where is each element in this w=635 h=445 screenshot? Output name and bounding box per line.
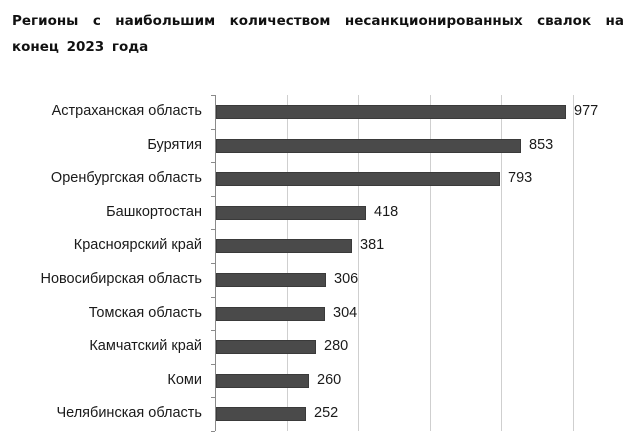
gridline-600 [430,95,431,431]
bar [216,306,325,321]
bar-row: Астраханская область 977 [0,95,635,129]
bar [216,239,352,254]
axis-tick [211,229,215,231]
bar-row: Томская область 304 [0,297,635,331]
category-label: Томская область [88,304,202,321]
chart-title: Регионы с наибольшим количеством несанкц… [12,13,624,55]
gridline-1000 [573,95,574,431]
category-label: Оренбургская область [50,170,202,187]
category-axis [215,95,216,431]
category-label: Коми [167,371,202,388]
bar [216,138,521,153]
bar [216,205,366,220]
bar [216,172,500,187]
value-label: 977 [574,103,599,119]
value-label: 418 [374,203,399,220]
bar [216,273,326,287]
axis-tick [211,128,215,130]
bar [216,373,309,388]
value-label: 260 [317,371,342,388]
axis-tick [211,330,215,332]
bar-row: Оренбургская область 793 [0,162,635,196]
category-label: Новосибирская область [40,271,202,287]
bar-row: Коми 260 [0,364,635,398]
gridline-200 [287,95,288,431]
axis-tick [211,296,215,298]
bar [216,340,316,355]
axis-tick [211,397,215,399]
category-label: Астраханская область [51,103,202,119]
axis-tick [211,95,215,96]
bar [216,407,306,422]
gridline-800 [501,95,502,431]
bar-row: Башкортостан 418 [0,196,635,230]
category-label: Башкортостан [106,203,202,220]
bar-row: Новосибирская область 306 [0,263,635,297]
axis-tick [211,162,215,164]
gridline-400 [358,95,359,431]
value-label: 252 [314,405,339,422]
category-label: Бурятия [147,136,202,153]
bar-row: Камчатский край 280 [0,330,635,364]
axis-tick [211,195,215,197]
category-label: Камчатский край [89,338,202,355]
value-label: 381 [360,237,385,254]
category-label: Красноярский край [73,237,202,254]
bar-row: Челябинская область 252 [0,397,635,431]
value-label: 306 [334,271,359,287]
category-label: Челябинская область [56,405,202,422]
axis-tick [211,263,215,264]
bar-row: Красноярский край 381 [0,229,635,263]
value-label: 304 [333,304,358,321]
value-label: 793 [508,170,533,187]
bar-row: Бурятия 853 [0,129,635,163]
value-label: 853 [529,136,554,153]
axis-tick [211,431,215,432]
value-label: 280 [324,338,349,355]
bar [216,105,566,119]
axis-tick [211,363,215,365]
